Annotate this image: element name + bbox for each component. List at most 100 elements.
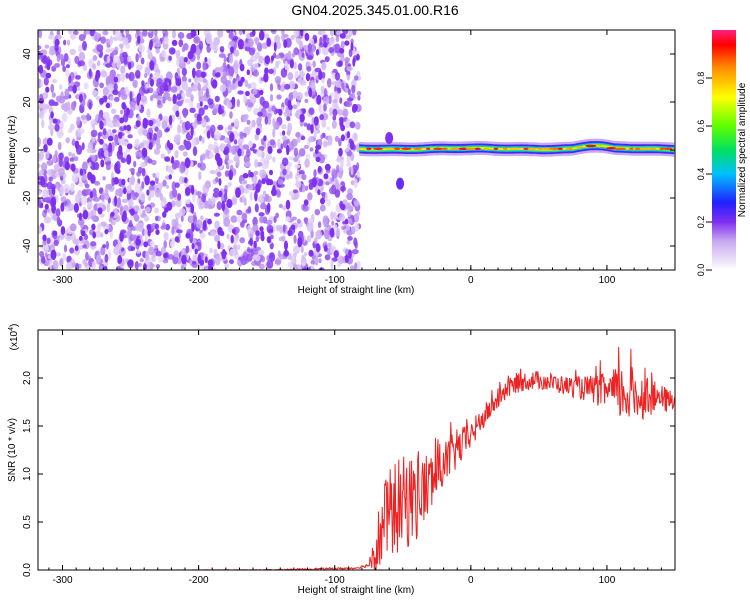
- noise-dot-strong: [40, 202, 44, 209]
- noise-dot: [127, 199, 134, 207]
- noise-dot: [203, 84, 207, 92]
- noise-dot-strong: [239, 63, 245, 72]
- noise-dot: [125, 30, 130, 36]
- noise-dot: [293, 234, 297, 244]
- noise-dot: [253, 88, 258, 95]
- noise-dot-strong: [110, 211, 115, 217]
- noise-dot-strong: [60, 226, 66, 235]
- noise-dot-strong: [316, 94, 322, 105]
- noise-dot: [118, 91, 121, 98]
- noise-dot-strong: [42, 234, 47, 242]
- noise-dot: [336, 164, 340, 173]
- noise-dot: [56, 34, 62, 40]
- noise-dot: [347, 236, 353, 241]
- noise-dot-strong: [290, 224, 296, 230]
- noise-dot: [261, 42, 268, 49]
- noise-dot: [201, 193, 207, 203]
- noise-dot: [146, 108, 151, 118]
- noise-dot: [320, 91, 325, 99]
- noise-dot-strong: [135, 238, 142, 246]
- noise-dot: [285, 216, 291, 222]
- noise-dot: [287, 72, 294, 81]
- noise-dot-strong: [123, 187, 127, 195]
- noise-dot-strong: [74, 245, 79, 252]
- noise-dot: [70, 182, 75, 192]
- noise-dot: [333, 224, 338, 231]
- noise-dot-strong: [45, 72, 52, 79]
- noise-dot: [169, 240, 175, 248]
- noise-dot-strong: [99, 97, 105, 105]
- noise-dot: [304, 218, 308, 225]
- noise-dot-strong: [269, 169, 273, 176]
- noise-dot-strong: [181, 254, 187, 265]
- noise-dot: [126, 185, 132, 194]
- noise-dot: [209, 247, 213, 254]
- noise-dot-strong: [259, 226, 264, 232]
- noise-dot: [138, 52, 142, 59]
- spectrogram-x-label: Height of straight line (km): [298, 285, 415, 296]
- x-tick-label: -300: [52, 575, 72, 586]
- noise-dot: [83, 82, 89, 90]
- noise-dot: [265, 153, 273, 161]
- noise-dot: [199, 200, 203, 206]
- noise-dot: [188, 78, 192, 83]
- noise-dot-strong: [276, 148, 282, 154]
- noise-dot: [135, 69, 141, 79]
- noise-dot: [96, 203, 103, 210]
- noise-dot-strong: [184, 157, 191, 169]
- noise-dot-strong: [87, 171, 93, 181]
- noise-dot-strong: [155, 229, 160, 236]
- noise-dot-strong: [187, 50, 194, 60]
- noise-dot: [95, 95, 101, 101]
- noise-dot: [155, 117, 161, 128]
- noise-dot: [123, 55, 127, 66]
- noise-dot: [251, 143, 257, 149]
- noise-dot: [81, 175, 86, 181]
- noise-dot: [116, 120, 121, 128]
- noise-dot: [207, 57, 212, 66]
- noise-dot: [293, 147, 299, 157]
- noise-dot-strong: [340, 134, 345, 142]
- noise-dot: [145, 250, 150, 261]
- noise-dot: [346, 155, 351, 164]
- noise-dot: [318, 102, 322, 113]
- noise-dot: [182, 151, 188, 157]
- noise-dot: [354, 223, 360, 232]
- noise-dot: [68, 203, 75, 212]
- colorbar-tick-label: 0.6: [696, 120, 706, 133]
- noise-dot: [191, 138, 197, 148]
- noise-dot: [243, 180, 247, 185]
- noise-dot-strong: [311, 177, 317, 188]
- noise-dot-strong: [72, 84, 77, 94]
- noise-dot: [252, 55, 256, 61]
- noise-dot: [78, 128, 85, 135]
- noise-dot: [242, 219, 248, 224]
- noise-dot: [306, 55, 314, 60]
- noise-dot: [230, 215, 238, 223]
- noise-dot: [275, 212, 279, 219]
- noise-dot-strong: [172, 94, 177, 105]
- noise-dot-strong: [246, 69, 250, 76]
- noise-dot: [247, 59, 253, 67]
- noise-dot-strong: [149, 132, 153, 140]
- noise-dot: [212, 191, 220, 198]
- noise-dot: [196, 61, 202, 70]
- noise-dot: [162, 259, 169, 264]
- noise-dot: [257, 196, 264, 204]
- noise-dot: [62, 184, 70, 194]
- noise-dot: [165, 184, 170, 189]
- y-tick-label: 20: [22, 96, 33, 108]
- noise-dot-strong: [315, 144, 322, 150]
- noise-dot: [136, 64, 143, 71]
- noise-dot: [282, 224, 286, 233]
- noise-dot: [51, 92, 56, 98]
- noise-dot-strong: [216, 157, 223, 167]
- noise-dot: [160, 225, 167, 230]
- noise-dot: [105, 38, 111, 45]
- noise-dot-strong: [352, 57, 356, 67]
- noise-dot: [304, 158, 310, 168]
- noise-dot: [105, 183, 113, 190]
- noise-dot: [246, 253, 253, 262]
- noise-dot: [99, 213, 105, 218]
- noise-dot: [61, 112, 68, 123]
